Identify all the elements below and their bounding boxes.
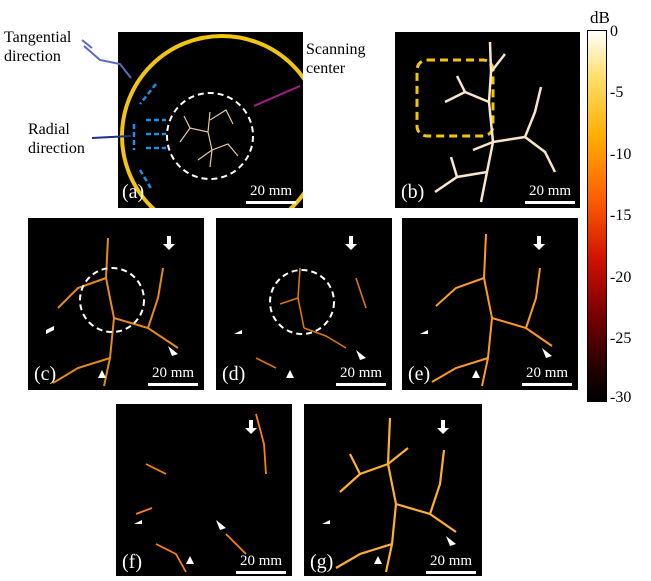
- colorbar-tick-4: -20: [610, 269, 632, 286]
- colorbar-tick-0: 0: [610, 23, 618, 40]
- scanning-center-label: Scanning center: [306, 41, 366, 77]
- panel-f-figure: [134, 413, 267, 573]
- panel-d-figure: [234, 236, 367, 378]
- panel-e-figure: [420, 233, 553, 387]
- colorbar-tick-5: -25: [610, 330, 632, 347]
- panel-c: (c) 20 mm: [28, 218, 204, 390]
- vessel-tree-large: [434, 41, 557, 203]
- panel-a-figure: [120, 34, 303, 208]
- colorbar-tick-1: -5: [610, 84, 624, 101]
- panel-a: (a) 20 mm: [118, 32, 303, 208]
- radial-direction-label: Radial direction: [28, 121, 85, 157]
- panel-c-scale-bar: 20 mm: [148, 366, 198, 386]
- panel-d-label: (d): [222, 363, 246, 385]
- panel-c-figure: [46, 236, 179, 387]
- colorbar-unit: dB: [590, 8, 610, 27]
- panel-b: (b) 20 mm: [395, 32, 580, 208]
- vessel-tree-small: [179, 109, 239, 168]
- panel-d-scale-bar: 20 mm: [336, 366, 386, 386]
- panel-e-scale-bar: 20 mm: [522, 366, 572, 386]
- panel-f: (f) 20 mm: [116, 404, 292, 576]
- tangential-direction-label: Tangential direction: [4, 29, 72, 65]
- panel-g-figure: [322, 417, 457, 573]
- panel-f-label: (f): [122, 551, 142, 573]
- panel-b-label: (b): [401, 181, 425, 203]
- panel-g-label: (g): [310, 551, 334, 573]
- panel-b-figure: [415, 41, 557, 203]
- panel-g: (g) 20 mm: [304, 404, 482, 576]
- blue-direction-arrows: [132, 83, 166, 191]
- colorbar: [587, 30, 607, 402]
- colorbar-tick-6: -30: [610, 389, 632, 406]
- panel-b-scale-bar: 20 mm: [525, 184, 575, 204]
- colorbar-tick-2: -10: [610, 146, 632, 163]
- panel-c-label: (c): [34, 363, 57, 385]
- panel-f-scale-bar: 20 mm: [236, 554, 286, 574]
- panel-a-label: (a): [122, 181, 145, 203]
- panel-e-label: (e): [408, 363, 431, 385]
- panel-g-scale-bar: 20 mm: [426, 554, 476, 574]
- zoom-dashed-box: [415, 58, 495, 138]
- colorbar-tick-3: -15: [610, 207, 632, 224]
- panel-d: (d) 20 mm: [216, 218, 392, 390]
- center-dashed-circle: [166, 92, 254, 180]
- panel-a-scale-bar: 20 mm: [246, 184, 296, 204]
- panel-e: (e) 20 mm: [402, 218, 578, 390]
